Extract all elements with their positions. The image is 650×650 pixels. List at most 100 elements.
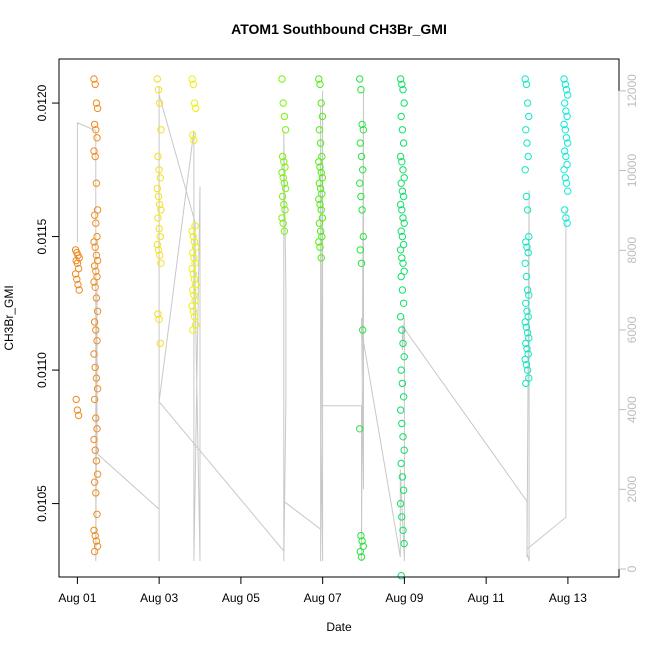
- data-point: [315, 75, 323, 83]
- data-point: [90, 395, 99, 404]
- data-point: [561, 126, 569, 134]
- data-point: [155, 224, 163, 233]
- data-point: [358, 120, 366, 129]
- data-point: [192, 243, 200, 251]
- data-point: [93, 337, 101, 345]
- data-point: [74, 280, 82, 289]
- data-point: [154, 214, 162, 222]
- data-point: [92, 537, 101, 545]
- x-tick-label: Aug 05: [222, 591, 260, 605]
- data-point: [521, 259, 529, 267]
- data-point: [398, 419, 406, 428]
- data-point: [153, 184, 162, 193]
- data-point: [400, 539, 408, 548]
- data-point: [317, 168, 325, 177]
- data-point: [523, 139, 531, 147]
- data-point: [396, 406, 405, 414]
- data-point: [399, 486, 408, 494]
- data-point: [156, 174, 165, 182]
- data-point: [396, 200, 405, 209]
- data-point: [522, 192, 531, 201]
- data-point: [190, 291, 198, 299]
- data-point: [397, 459, 405, 468]
- data-point: [190, 254, 198, 262]
- data-point: [522, 379, 530, 388]
- data-point: [92, 219, 100, 227]
- data-point: [315, 238, 323, 246]
- data-point: [90, 75, 98, 83]
- data-point: [71, 270, 80, 278]
- data-point: [396, 152, 405, 161]
- point-layer: [71, 75, 572, 580]
- data-point: [154, 192, 163, 201]
- data-point: [91, 152, 99, 161]
- data-point: [154, 246, 163, 254]
- data-point: [399, 393, 408, 401]
- data-point: [190, 99, 199, 107]
- data-point: [278, 168, 286, 177]
- data-point: [155, 166, 163, 174]
- data-point: [524, 248, 532, 257]
- data-point: [157, 126, 165, 134]
- data-point: [190, 136, 198, 145]
- data-point: [398, 473, 407, 481]
- data-point: [562, 152, 570, 161]
- data-point: [397, 227, 405, 235]
- data-point: [398, 232, 407, 241]
- data-point: [398, 206, 406, 214]
- data-point: [74, 411, 83, 420]
- data-point: [316, 227, 325, 235]
- data-point: [318, 112, 327, 121]
- data-point: [157, 206, 165, 214]
- y2-tick-label: 0: [625, 565, 639, 572]
- data-point: [522, 238, 530, 246]
- data-point: [92, 267, 100, 275]
- data-point: [188, 302, 196, 310]
- data-point: [356, 75, 364, 83]
- data-point: [278, 75, 286, 83]
- data-point: [316, 184, 325, 193]
- data-point: [525, 112, 533, 121]
- data-point: [356, 139, 364, 147]
- data-point: [280, 112, 289, 121]
- data-point: [90, 262, 99, 270]
- data-point: [317, 206, 325, 214]
- data-point: [357, 531, 365, 540]
- y2-tick-label: 12000: [625, 74, 639, 108]
- data-point: [357, 192, 365, 201]
- data-point: [90, 435, 98, 444]
- data-point: [562, 107, 570, 115]
- data-point: [523, 99, 532, 107]
- data-point: [93, 307, 102, 315]
- y2-tick-label: 4000: [625, 396, 639, 423]
- data-point: [189, 131, 197, 139]
- data-point: [90, 120, 99, 129]
- data-point: [280, 179, 289, 187]
- data-point: [156, 251, 164, 260]
- data-point: [73, 275, 81, 283]
- data-point: [91, 446, 99, 454]
- data-point: [397, 572, 405, 580]
- data-point: [359, 232, 367, 241]
- data-point: [93, 470, 102, 478]
- y-tick-label: 0.0115: [35, 218, 49, 254]
- data-point: [93, 510, 101, 518]
- data-point: [400, 99, 408, 107]
- data-point: [357, 553, 366, 561]
- data-point: [278, 152, 287, 161]
- data-point: [523, 206, 532, 214]
- data-point: [562, 134, 571, 142]
- data-point: [523, 366, 532, 374]
- y2-tick-label: 8000: [625, 237, 639, 264]
- data-point: [90, 478, 99, 486]
- data-point: [359, 126, 367, 134]
- data-point: [72, 395, 80, 404]
- data-point: [522, 339, 530, 348]
- data-point: [564, 187, 572, 195]
- data-point: [189, 270, 198, 278]
- data-point: [523, 286, 532, 294]
- data-point: [189, 232, 198, 241]
- data-point: [521, 166, 529, 174]
- data-point: [315, 158, 323, 166]
- data-point: [563, 112, 571, 121]
